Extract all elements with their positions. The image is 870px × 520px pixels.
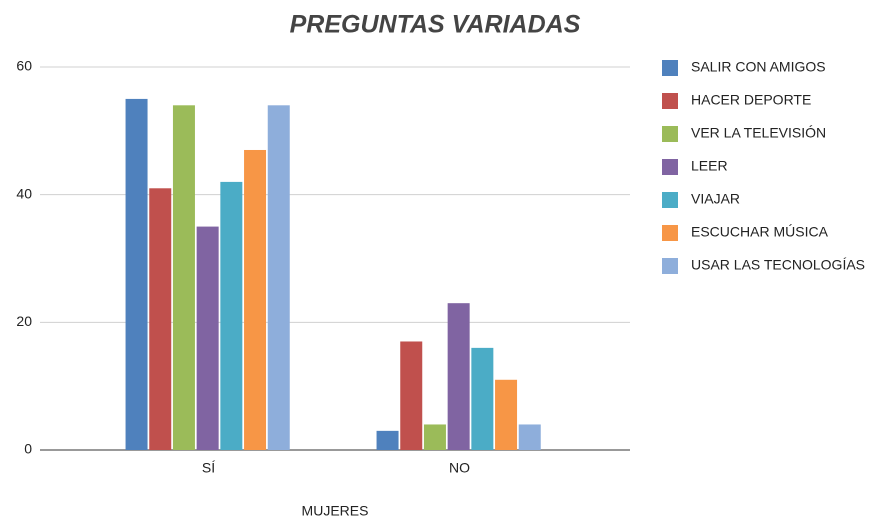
bar xyxy=(518,424,541,450)
bar xyxy=(400,341,423,450)
legend-swatch xyxy=(662,126,678,142)
legend-label: VER LA TELEVISIÓN xyxy=(691,125,826,141)
bar xyxy=(125,98,148,451)
bar xyxy=(172,105,195,451)
legend-label: LEER xyxy=(691,158,728,174)
y-tick-label: 0 xyxy=(24,441,32,457)
legend-label: ESCUCHAR MÚSICA xyxy=(691,224,829,240)
bar xyxy=(423,424,446,450)
legend-swatch xyxy=(662,93,678,109)
legend-swatch xyxy=(662,225,678,241)
legend-label: USAR LAS TECNOLOGÍAS xyxy=(691,257,865,273)
legend-label: SALIR CON AMIGOS xyxy=(691,59,826,75)
bar xyxy=(196,226,219,450)
bar xyxy=(220,181,243,450)
legend-label: VIAJAR xyxy=(691,191,740,207)
legend-swatch xyxy=(662,258,678,274)
bar xyxy=(149,188,172,451)
y-tick-label: 20 xyxy=(16,313,32,329)
bar xyxy=(376,430,399,450)
legend-swatch xyxy=(662,192,678,208)
legend-label: HACER DEPORTE xyxy=(691,92,811,108)
y-tick-label: 40 xyxy=(16,185,32,201)
bar xyxy=(471,347,494,450)
bar xyxy=(447,303,470,450)
x-axis-label: MUJERES xyxy=(302,503,369,519)
y-tick-label: 60 xyxy=(16,58,32,74)
bar xyxy=(495,379,518,450)
x-tick-label: SÍ xyxy=(202,460,215,476)
legend-swatch xyxy=(662,159,678,175)
chart-title: PREGUNTAS VARIADAS xyxy=(290,11,581,39)
x-tick-label: NO xyxy=(449,460,470,476)
bar xyxy=(244,149,267,450)
bar xyxy=(267,105,290,451)
legend-swatch xyxy=(662,60,678,76)
